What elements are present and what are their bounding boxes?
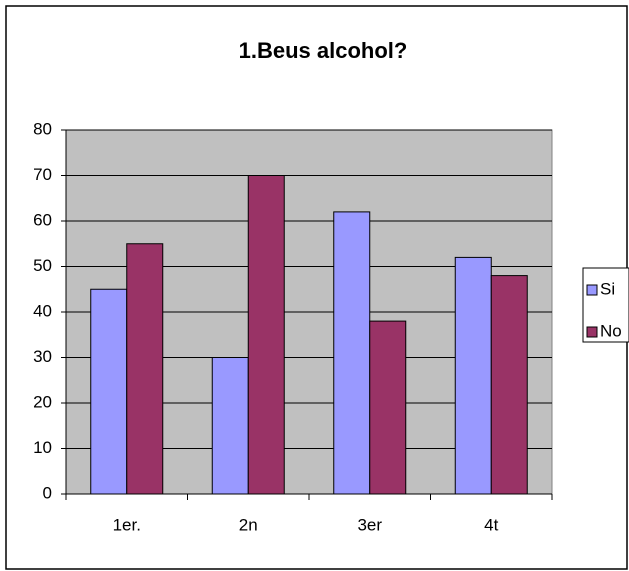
bar (333, 211, 371, 495)
legend-swatch (586, 326, 598, 338)
bar (454, 256, 492, 495)
y-tick-label: 30 (33, 347, 52, 366)
y-tick-label: 40 (33, 301, 52, 320)
y-tick-label: 60 (33, 210, 52, 229)
legend-swatch (586, 284, 598, 296)
bar (126, 243, 164, 495)
bar (369, 320, 407, 495)
legend-label: Si (600, 279, 615, 298)
x-tick-label: 4t (484, 515, 498, 534)
x-tick-label: 2n (239, 515, 258, 534)
legend-label: No (600, 321, 622, 340)
bar (90, 288, 128, 495)
y-tick-label: 10 (33, 438, 52, 457)
y-tick-label: 80 (33, 119, 52, 138)
bar (490, 275, 528, 495)
y-tick-label: 20 (33, 392, 52, 411)
x-tick-label: 3er (357, 515, 382, 534)
x-tick-label: 1er. (113, 515, 141, 534)
y-tick-label: 0 (43, 483, 52, 502)
chart-title: 1.Beus alcohol? (239, 38, 408, 63)
bar (247, 175, 285, 495)
bar (211, 357, 249, 495)
y-tick-label: 70 (33, 165, 52, 184)
y-tick-label: 50 (33, 256, 52, 275)
